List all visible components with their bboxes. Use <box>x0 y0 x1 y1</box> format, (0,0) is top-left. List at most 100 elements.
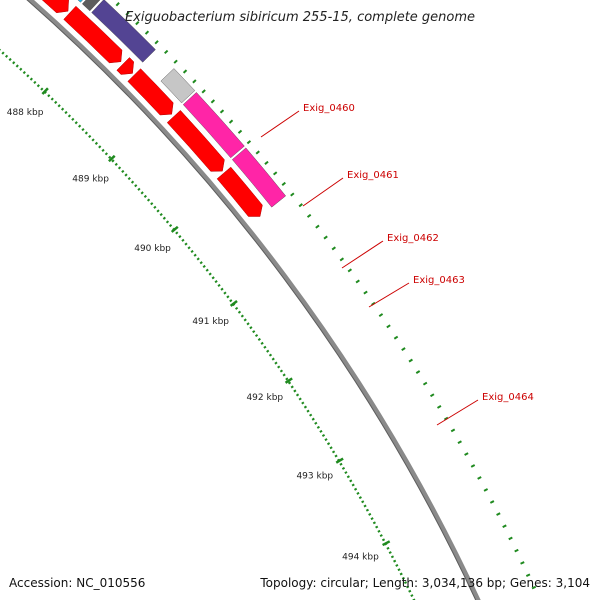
ruler-dot <box>121 169 125 174</box>
outer-tick <box>430 393 435 398</box>
outer-tick <box>115 2 120 7</box>
outer-tick <box>339 257 345 262</box>
ruler-dot <box>271 357 275 361</box>
ruler-dot <box>379 534 383 538</box>
ruler-dot <box>8 57 12 62</box>
ruler-dot <box>268 353 273 357</box>
ruler-dot <box>217 283 221 287</box>
gene-label: Exig_0462 <box>387 233 439 244</box>
outer-tick <box>192 79 197 84</box>
ruler-dot <box>54 100 58 104</box>
ruler-dot <box>220 287 224 291</box>
ruler-dot <box>162 216 166 220</box>
ruler-dot <box>346 475 350 479</box>
ruler-dot <box>153 205 157 209</box>
ruler-dot <box>127 176 131 181</box>
ruler-dot <box>254 333 259 338</box>
ruler-dot <box>71 117 75 121</box>
gene-block-5 <box>232 147 286 208</box>
ruler-dot <box>314 421 318 425</box>
ruler-dot <box>358 496 362 500</box>
scale-label: 492 kbp <box>246 393 283 403</box>
ruler-dot <box>375 525 379 529</box>
ruler-dot <box>26 74 30 78</box>
ruler-dot <box>57 104 61 108</box>
outer-tick <box>201 89 206 94</box>
ruler-dot <box>293 389 297 393</box>
ruler-dot <box>19 67 23 71</box>
ruler-dot <box>36 84 40 88</box>
ruler-dot <box>223 291 227 295</box>
reverse-strand-cds-track <box>41 0 263 217</box>
outer-tick <box>520 561 525 565</box>
ruler-dot <box>184 242 188 246</box>
outer-tick <box>290 192 295 197</box>
ruler-dot <box>339 462 343 466</box>
ruler-dot <box>252 330 256 334</box>
ruler-dot <box>321 433 326 438</box>
ruler-dot <box>196 257 200 261</box>
ruler-dot <box>388 551 392 555</box>
outer-tick <box>173 59 178 64</box>
ruler-dot <box>386 546 390 550</box>
ruler-dot <box>303 405 308 409</box>
ruler-dot <box>274 361 278 365</box>
ruler-dot <box>403 581 408 585</box>
ruler-dot <box>377 529 381 533</box>
ruler-dot <box>306 409 310 413</box>
ruler-dot <box>401 576 405 580</box>
ruler-dot <box>29 77 33 81</box>
outer-tick <box>219 109 225 114</box>
ruler-dot <box>104 152 108 156</box>
outer-tick <box>470 464 476 468</box>
outer-tick <box>443 416 449 421</box>
outer-tick <box>347 268 353 273</box>
ruler-dot <box>234 306 239 310</box>
ruler-dot <box>353 487 358 491</box>
cds-red-0 <box>41 0 69 14</box>
ruler-dot <box>397 568 401 572</box>
ruler-dot <box>390 555 395 559</box>
ruler-dot <box>208 272 212 276</box>
outer-tick <box>496 512 501 516</box>
ruler-dot <box>22 70 26 75</box>
callout-line <box>341 240 384 269</box>
ruler-dot <box>370 517 374 521</box>
gene-label: Exig_0461 <box>347 170 399 181</box>
cds-red-1 <box>63 5 123 64</box>
ruler-dot <box>50 97 54 101</box>
ruler-dot <box>351 483 355 487</box>
ruler-dot <box>74 121 78 125</box>
ruler-dot <box>257 337 261 341</box>
genome-summary: Topology: circular; Length: 3,034,136 bp… <box>260 576 590 590</box>
callout-line <box>260 110 300 138</box>
ruler-dot <box>199 261 203 265</box>
ruler-dot <box>15 64 19 68</box>
ruler-dot <box>130 180 135 184</box>
ruler-dot <box>1 51 5 55</box>
ruler-dot <box>406 585 410 589</box>
ruler-dot <box>134 184 138 188</box>
outer-tick <box>246 140 252 145</box>
ruler-dot <box>175 231 179 235</box>
ruler-dot <box>290 385 294 389</box>
callout-line <box>368 282 410 308</box>
tick-marks <box>115 2 537 590</box>
ruler-dot <box>361 500 365 504</box>
outer-tick <box>378 313 384 317</box>
ruler-dot <box>137 187 141 191</box>
ruler-dot <box>260 341 264 345</box>
major-tick <box>170 225 179 233</box>
ruler-dot <box>88 134 92 139</box>
ruler-dot <box>240 314 244 318</box>
ruler-dot <box>202 264 206 269</box>
outer-tick <box>306 213 312 218</box>
outer-tick <box>415 370 421 374</box>
outer-tick <box>393 335 399 340</box>
gene-block-1 <box>82 0 101 12</box>
ruler-dot <box>334 454 338 458</box>
outer-tick <box>315 224 320 229</box>
ruler-dot <box>60 107 65 111</box>
outer-tick <box>154 40 159 45</box>
